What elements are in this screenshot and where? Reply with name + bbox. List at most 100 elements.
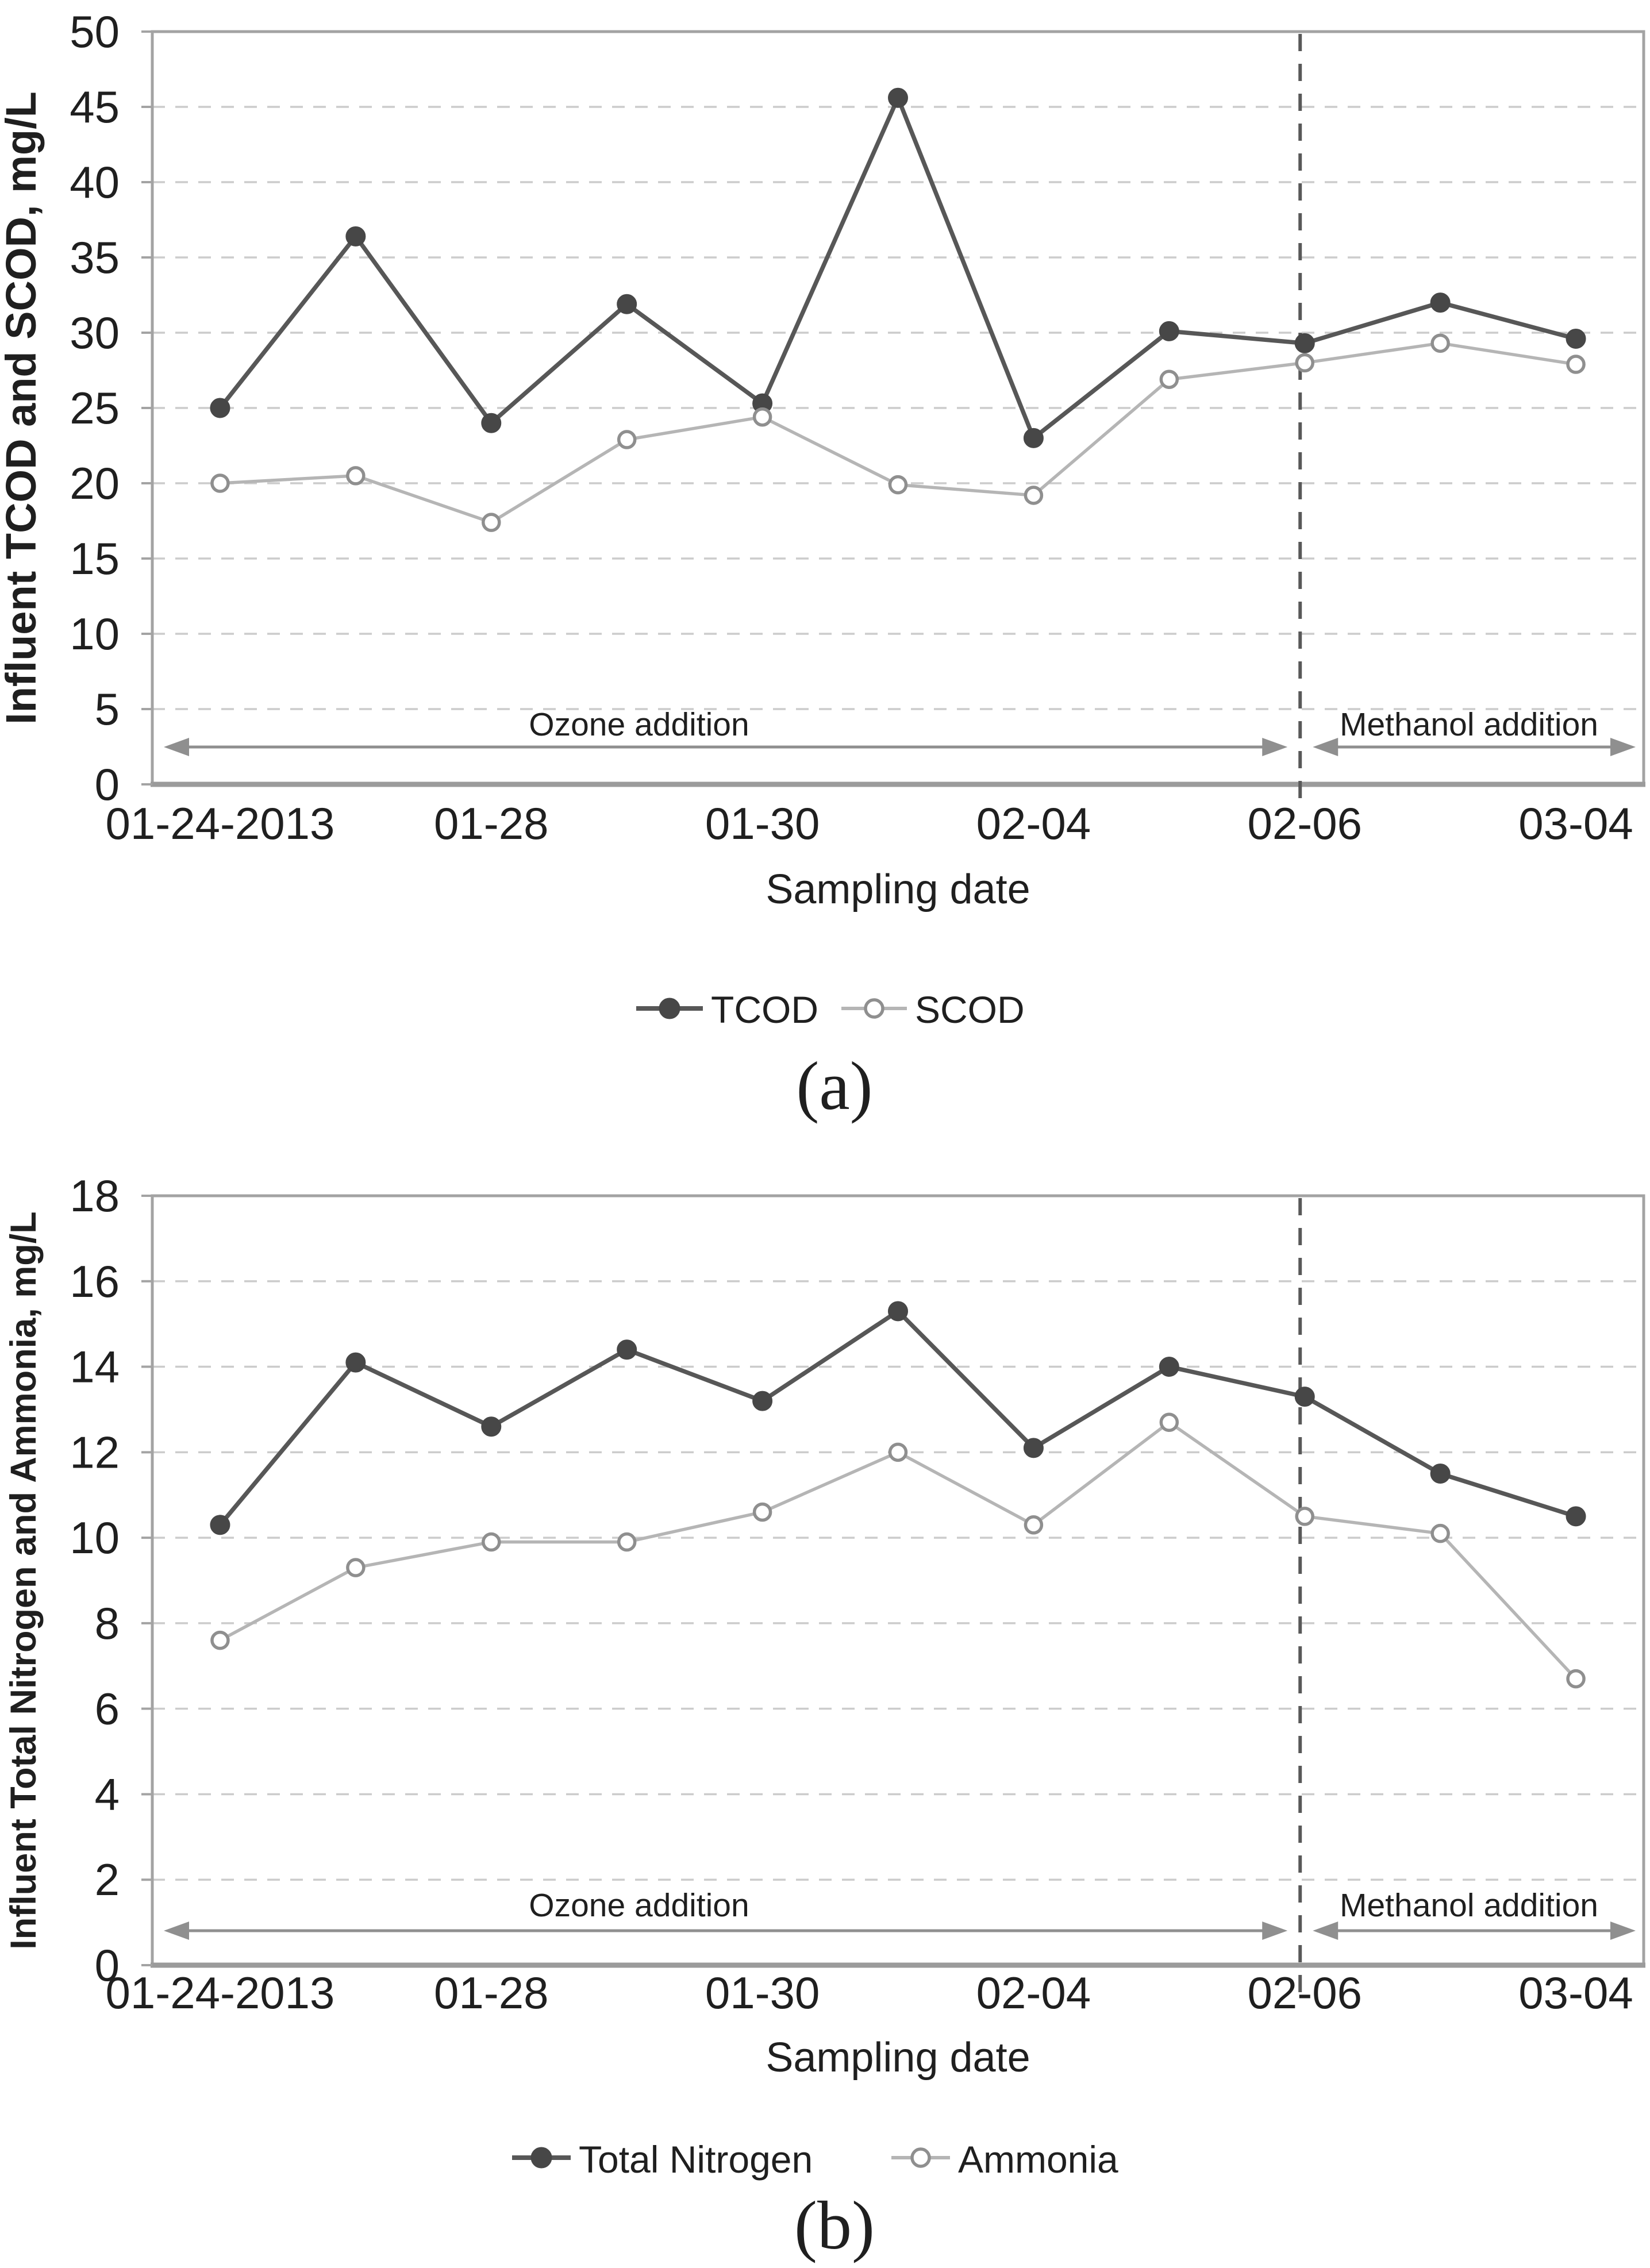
data-point-tcod <box>481 413 502 433</box>
y-tick-label: 4 <box>95 1769 120 1819</box>
y-tick-label: 18 <box>70 1170 120 1221</box>
ozone-region-arrow-left-arrowhead <box>164 1922 189 1940</box>
data-point-total-nitrogen <box>345 1352 366 1373</box>
data-point-total-nitrogen <box>1430 1464 1451 1484</box>
y-axis-title: Influent Total Nitrogen and Ammonia, mg/… <box>3 1211 44 1949</box>
y-tick-label: 25 <box>70 383 120 433</box>
data-point-total-nitrogen <box>617 1339 637 1360</box>
y-tick-label: 15 <box>70 533 120 584</box>
data-point-scod <box>210 473 230 493</box>
chart-panel-b: 0 2 4 6 8 10 12 14 16 18 01-24-2013 01-28 01-30 02-04… <box>3 1170 1645 2263</box>
y-tick-label: 0 <box>95 1940 120 1990</box>
data-point-scod <box>482 513 501 532</box>
data-point-tcod <box>1294 333 1315 353</box>
data-point-ammonia <box>210 1630 230 1650</box>
y-tick-label: 16 <box>70 1256 120 1307</box>
ozone-region-arrow-left-arrowhead <box>164 738 189 756</box>
legend-marker-ammonia <box>910 2147 931 2168</box>
y-tick-label: 35 <box>70 232 120 283</box>
ozone-region-label: Ozone addition <box>529 1887 749 1924</box>
methanol-region-label: Methanol addition <box>1340 1887 1598 1924</box>
y-tick-label: 8 <box>95 1598 120 1649</box>
legend-label-scod: SCOD <box>915 988 1025 1031</box>
data-point-scod <box>1566 355 1586 374</box>
data-point-total-nitrogen <box>481 1416 502 1437</box>
y-tick-label: 5 <box>95 684 120 734</box>
panel-caption: (a) <box>796 1048 872 1124</box>
data-point-total-nitrogen <box>752 1391 773 1411</box>
y-tick-label: 50 <box>70 6 120 57</box>
data-point-tcod <box>1430 292 1451 313</box>
data-point-scod <box>752 407 772 427</box>
data-point-scod <box>888 475 908 495</box>
data-point-ammonia <box>1295 1507 1314 1526</box>
data-point-total-nitrogen <box>888 1301 908 1322</box>
y-tick-label: 14 <box>70 1342 120 1392</box>
data-point-ammonia <box>617 1532 637 1552</box>
data-point-tcod <box>1159 321 1179 341</box>
x-tick-label: 01-28 <box>434 798 549 849</box>
x-tick-label: 02-06 <box>1247 798 1362 849</box>
data-point-scod <box>1159 369 1179 389</box>
data-point-ammonia <box>1024 1515 1044 1535</box>
y-tick-label: 6 <box>95 1684 120 1734</box>
data-point-total-nitrogen <box>1294 1387 1315 1407</box>
data-point-tcod <box>888 87 908 108</box>
y-tick-label: 20 <box>70 458 120 509</box>
y-tick-label: 40 <box>70 157 120 207</box>
y-axis-title: Influent TCOD and SCOD, mg/L <box>0 91 45 725</box>
data-point-tcod <box>617 294 637 314</box>
data-point-total-nitrogen <box>1023 1438 1044 1458</box>
data-point-ammonia <box>482 1532 501 1552</box>
ozone-region-arrow-right-arrowhead <box>1262 738 1288 756</box>
x-tick-label: 03-04 <box>1518 1967 1633 2018</box>
data-point-tcod <box>1023 428 1044 448</box>
methanol-region-arrow-right-arrowhead <box>1610 1922 1636 1940</box>
data-point-scod <box>1430 333 1450 353</box>
methanol-region-label: Methanol addition <box>1340 706 1598 743</box>
y-tick-label: 10 <box>70 609 120 659</box>
methanol-region-arrow-left-arrowhead <box>1313 1922 1339 1940</box>
data-point-total-nitrogen <box>210 1515 230 1535</box>
series-line-scod <box>220 341 1576 524</box>
data-point-scod <box>1295 353 1314 373</box>
y-tick-label: 45 <box>70 82 120 132</box>
panel-caption: (b) <box>794 2187 875 2263</box>
legend-marker-total-nitrogen <box>530 2147 552 2169</box>
y-tick-label: 10 <box>70 1512 120 1563</box>
series-line-tcod <box>218 95 1577 441</box>
legend-label-ammonia: Ammonia <box>958 2138 1118 2181</box>
y-tick-label: 0 <box>95 759 120 810</box>
data-point-ammonia <box>1430 1523 1450 1543</box>
data-point-scod <box>1024 486 1044 505</box>
x-tick-label: 01-24-2013 <box>105 798 334 849</box>
series-line-total-nitrogen <box>218 1309 1577 1527</box>
data-point-scod <box>617 430 637 449</box>
data-point-ammonia <box>752 1502 772 1522</box>
data-point-scod <box>346 466 366 486</box>
ozone-region-label: Ozone addition <box>529 706 749 743</box>
x-axis-title: Sampling date <box>766 867 1030 912</box>
legend-marker-tcod <box>659 998 680 1019</box>
data-point-tcod <box>345 226 366 247</box>
data-point-ammonia <box>1159 1412 1179 1433</box>
x-tick-label: 02-06 <box>1247 1967 1362 2018</box>
y-tick-label: 12 <box>70 1427 120 1477</box>
x-tick-label: 01-28 <box>434 1967 549 2018</box>
data-point-tcod <box>1566 328 1586 349</box>
ozone-region-arrow-right-arrowhead <box>1262 1922 1288 1940</box>
x-tick-label: 03-04 <box>1518 798 1633 849</box>
data-point-ammonia <box>888 1442 908 1462</box>
data-point-total-nitrogen <box>1159 1357 1179 1377</box>
x-tick-label: 01-24-2013 <box>105 1967 334 2018</box>
y-tick-label: 30 <box>70 307 120 358</box>
methanol-region-arrow-right-arrowhead <box>1610 738 1636 756</box>
x-tick-label: 02-04 <box>976 798 1091 849</box>
data-point-ammonia <box>346 1558 366 1577</box>
methanol-region-arrow-left-arrowhead <box>1313 738 1339 756</box>
y-tick-label: 2 <box>95 1854 120 1905</box>
x-tick-label: 01-30 <box>705 1967 820 2018</box>
chart-panel-a: 0 5 10 15 20 25 30 35 40 45 50 01-24-2013 01-28 01-30… <box>0 6 1645 1124</box>
x-tick-label: 02-04 <box>976 1967 1091 2018</box>
